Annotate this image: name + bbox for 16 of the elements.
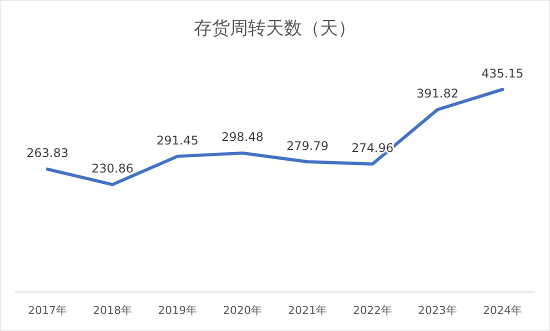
x-tick-label: 2023年: [418, 304, 457, 317]
data-label: 435.15: [482, 66, 524, 80]
data-label: 291.45: [156, 133, 198, 148]
x-tick-label: 2017年: [28, 304, 67, 317]
x-tick-label: 2019年: [158, 304, 197, 317]
data-label: 298.48: [222, 130, 264, 144]
data-label: 279.79: [286, 138, 328, 153]
x-tick-label: 2018年: [93, 304, 132, 317]
x-tick-label: 2020年: [223, 304, 262, 317]
x-tick-label: 2024年: [483, 304, 522, 317]
data-label: 230.86: [92, 162, 134, 176]
x-tick-label: 2021年: [288, 304, 327, 317]
data-label: 391.82: [416, 86, 458, 101]
chart-title: 存货周转天数（天）: [194, 18, 356, 39]
data-label: 263.83: [26, 146, 68, 160]
x-tick-label: 2022年: [353, 304, 392, 317]
